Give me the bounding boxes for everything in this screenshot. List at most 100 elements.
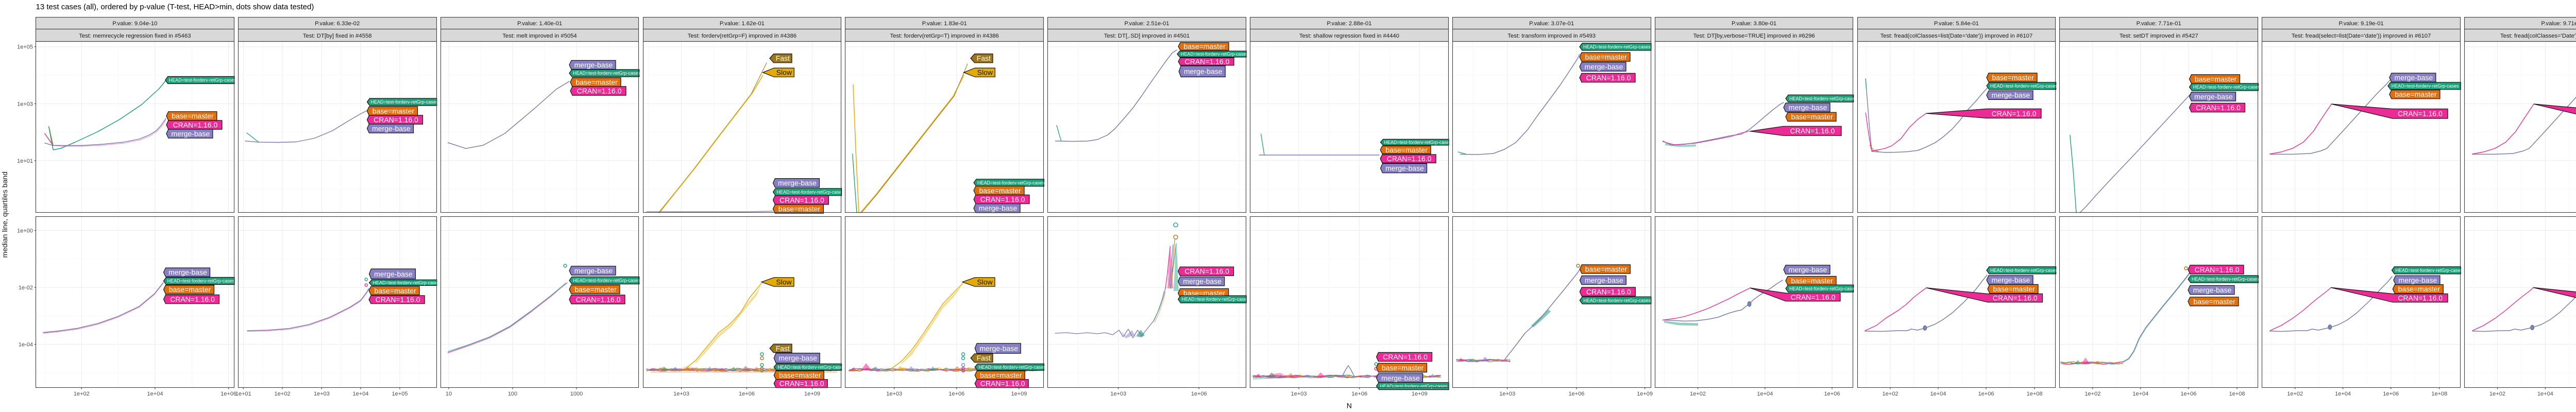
svg-text:1e+06: 1e+06 <box>1824 391 1840 397</box>
svg-text:HEAD=test-forderv-retGrp-cases: HEAD=test-forderv-retGrp-cases <box>1380 384 1448 389</box>
svg-text:CRAN=1.16.0: CRAN=1.16.0 <box>374 115 418 124</box>
svg-text:1e+03: 1e+03 <box>1499 391 1515 397</box>
svg-text:P.value: 1.40e-01: P.value: 1.40e-01 <box>517 21 562 27</box>
svg-text:10: 10 <box>446 391 452 397</box>
svg-text:CRAN=1.16.0: CRAN=1.16.0 <box>2398 110 2443 118</box>
svg-text:CRAN=1.16.0: CRAN=1.16.0 <box>1791 293 1836 301</box>
svg-text:base=master: base=master <box>1385 146 1428 154</box>
svg-text:1e+09: 1e+09 <box>804 391 820 397</box>
svg-text:Test: DT[,.SD] improved in #45: Test: DT[,.SD] improved in #4501 <box>1104 33 1190 39</box>
svg-text:HEAD=test-forderv-retGrp-cases: HEAD=test-forderv-retGrp-cases <box>167 279 235 284</box>
svg-text:Slow: Slow <box>776 68 792 77</box>
svg-text:1e+08: 1e+08 <box>2431 391 2447 397</box>
svg-text:HEAD=test-forderv-retGrp-cases: HEAD=test-forderv-retGrp-cases <box>373 280 440 285</box>
svg-text:1e+02: 1e+02 <box>2084 391 2100 397</box>
svg-text:Test: forderv(retGrp=T) improv: Test: forderv(retGrp=T) improved in #438… <box>890 33 999 39</box>
svg-text:1e+04: 1e+04 <box>2335 391 2351 397</box>
svg-text:HEAD=test-forderv-retGrp-cases: HEAD=test-forderv-retGrp-cases <box>1990 83 2058 89</box>
svg-text:100: 100 <box>508 391 517 397</box>
svg-text:merge-base: merge-base <box>1184 67 1223 76</box>
svg-text:merge-base: merge-base <box>2399 276 2437 284</box>
svg-text:CRAN=1.16.0: CRAN=1.16.0 <box>1790 127 1835 135</box>
svg-text:HEAD=test-forderv-retGrp-cases: HEAD=test-forderv-retGrp-cases <box>1583 44 1651 49</box>
svg-text:merge-base: merge-base <box>574 266 613 274</box>
svg-text:P.value: 6.33e-02: P.value: 6.33e-02 <box>315 21 360 27</box>
svg-text:Test: transform improved in #5: Test: transform improved in #5493 <box>1507 33 1596 39</box>
svg-text:base=master: base=master <box>778 205 821 213</box>
svg-text:1e+09: 1e+09 <box>1637 391 1653 397</box>
svg-text:P.value: 7.71e-01: P.value: 7.71e-01 <box>2137 21 2181 27</box>
svg-text:merge-base: merge-base <box>1992 276 2030 284</box>
svg-text:HEAD=test-forderv-retGrp-cases: HEAD=test-forderv-retGrp-cases <box>169 78 236 83</box>
svg-text:P.value: 5.84e-01: P.value: 5.84e-01 <box>1934 21 1979 27</box>
svg-text:1e+02: 1e+02 <box>74 391 90 397</box>
svg-text:base=master: base=master <box>169 285 211 294</box>
svg-text:HEAD=test-forderv-retGrp-cases: HEAD=test-forderv-retGrp-cases <box>2193 84 2261 90</box>
svg-text:1e+02: 1e+02 <box>275 391 291 397</box>
svg-text:CRAN=1.16.0: CRAN=1.16.0 <box>170 295 215 303</box>
svg-text:1e+01: 1e+01 <box>17 158 33 164</box>
svg-text:CRAN=1.16.0: CRAN=1.16.0 <box>1586 287 1631 296</box>
svg-text:Test: shallow regression fixed: Test: shallow regression fixed in #4440 <box>1299 33 1399 39</box>
svg-text:base=master: base=master <box>372 107 415 115</box>
svg-text:HEAD=test-forderv-retGrp-cases: HEAD=test-forderv-retGrp-cases <box>777 365 845 370</box>
svg-text:base=master: base=master <box>979 186 1021 195</box>
svg-text:merge-base: merge-base <box>1992 91 2030 99</box>
svg-text:P.value: 9.04e-10: P.value: 9.04e-10 <box>112 21 157 27</box>
svg-text:Fast: Fast <box>977 54 991 62</box>
svg-text:merge-base: merge-base <box>574 61 613 69</box>
svg-text:1e+04: 1e+04 <box>2132 391 2148 397</box>
svg-text:1e+03: 1e+03 <box>314 391 330 397</box>
svg-text:merge-base: merge-base <box>1789 265 1827 273</box>
svg-text:1e+02: 1e+02 <box>1883 391 1899 397</box>
svg-text:CRAN=1.16.0: CRAN=1.16.0 <box>980 380 1025 388</box>
svg-text:HEAD=test-forderv-retGrp-cases: HEAD=test-forderv-retGrp-cases <box>978 365 1046 370</box>
svg-text:P.value: 2.88e-01: P.value: 2.88e-01 <box>1327 21 1371 27</box>
svg-text:1e+06: 1e+06 <box>1351 391 1367 397</box>
svg-text:base=master: base=master <box>1791 277 1833 285</box>
svg-text:CRAN=1.16.0: CRAN=1.16.0 <box>1383 353 1428 361</box>
svg-text:1e+03: 1e+03 <box>1291 391 1307 397</box>
svg-text:1e+03: 1e+03 <box>673 391 689 397</box>
svg-text:base=master: base=master <box>1382 364 1424 372</box>
svg-text:P.value: 3.80e-01: P.value: 3.80e-01 <box>1732 21 1776 27</box>
svg-text:Test: fread(select=list(Date=': Test: fread(select=list(Date='date')) im… <box>2292 33 2431 39</box>
svg-text:merge-base: merge-base <box>2193 286 2232 294</box>
svg-text:HEAD=test-forderv-retGrp-cases: HEAD=test-forderv-retGrp-cases <box>1990 268 2058 273</box>
svg-text:base=master: base=master <box>1585 265 1628 273</box>
svg-text:base=master: base=master <box>1183 289 1226 297</box>
svg-text:CRAN=1.16.0: CRAN=1.16.0 <box>1992 109 2037 117</box>
svg-text:Test: melt improved in #5054: Test: melt improved in #5054 <box>502 33 577 39</box>
svg-text:1e+08: 1e+08 <box>2027 391 2043 397</box>
svg-text:base=master: base=master <box>2193 297 2235 305</box>
svg-text:1e+06: 1e+06 <box>948 391 964 397</box>
svg-text:1e+05: 1e+05 <box>17 44 33 50</box>
svg-text:merge-base: merge-base <box>979 344 1018 352</box>
svg-text:CRAN=1.16.0: CRAN=1.16.0 <box>2398 294 2443 302</box>
svg-text:base=master: base=master <box>172 112 214 120</box>
svg-text:base=master: base=master <box>980 371 1022 379</box>
svg-text:base=master: base=master <box>1183 42 1226 50</box>
svg-text:P.value: 1.62e-01: P.value: 1.62e-01 <box>720 21 765 27</box>
svg-text:base=master: base=master <box>1585 53 1627 61</box>
svg-text:Test: fread(colClasses='Date'): Test: fread(colClasses='Date') improved … <box>2500 33 2576 39</box>
svg-text:HEAD=test-forderv-retGrp-cases: HEAD=test-forderv-retGrp-cases <box>977 180 1045 185</box>
svg-text:1e-04: 1e-04 <box>19 342 33 348</box>
svg-text:CRAN=1.16.0: CRAN=1.16.0 <box>2195 265 2240 273</box>
svg-text:13 test cases (all), ordered b: 13 test cases (all), ordered by p-value … <box>36 3 314 11</box>
svg-text:P.value: 2.51e-01: P.value: 2.51e-01 <box>1124 21 1169 27</box>
svg-text:Test: memrecycle regression fi: Test: memrecycle regression fixed in #54… <box>79 33 191 39</box>
svg-text:1e+06: 1e+06 <box>1978 391 1994 397</box>
svg-text:merge-base: merge-base <box>1381 374 1420 382</box>
svg-text:1e+01: 1e+01 <box>235 391 251 397</box>
svg-text:merge-base: merge-base <box>1585 62 1623 71</box>
svg-text:CRAN=1.16.0: CRAN=1.16.0 <box>779 196 824 204</box>
svg-text:1e+02: 1e+02 <box>1690 391 1706 397</box>
svg-text:1e+03: 1e+03 <box>886 391 902 397</box>
svg-text:HEAD=test-forderv-retGrp-cases: HEAD=test-forderv-retGrp-cases <box>2392 83 2459 89</box>
svg-text:base=master: base=master <box>1791 113 1833 121</box>
svg-text:1e+00: 1e+00 <box>17 228 33 234</box>
svg-text:N: N <box>1347 402 1352 410</box>
svg-text:1e+06: 1e+06 <box>221 391 236 397</box>
svg-text:merge-base: merge-base <box>1183 277 1222 285</box>
